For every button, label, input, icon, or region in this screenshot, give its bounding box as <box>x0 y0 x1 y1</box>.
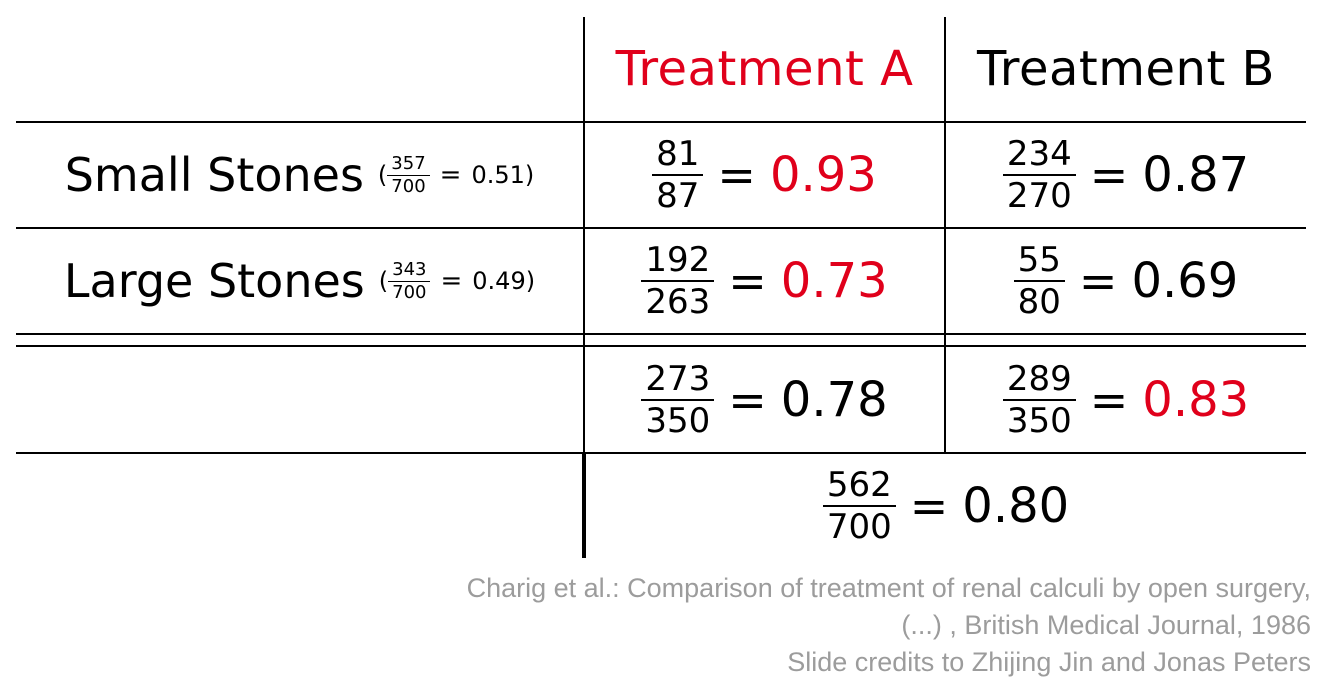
fraction-bar <box>1002 174 1076 176</box>
open-paren: ( <box>377 161 388 189</box>
row-label-text: Small Stones <box>64 148 364 202</box>
cell-large-b: 55 80 = 0.69 <box>946 229 1306 333</box>
fraction-bar <box>388 280 431 282</box>
cell-large-a: 192 263 = 0.73 <box>585 229 944 333</box>
vertical-divider-ab <box>944 17 946 454</box>
fraction-bar <box>652 174 704 176</box>
equals-sign: = <box>440 266 463 296</box>
equals-sign: = <box>728 372 767 427</box>
fraction-denominator: 700 <box>391 175 426 197</box>
cell-small-b: 234 270 = 0.87 <box>946 123 1306 227</box>
proportion-fraction: 357 700 <box>387 152 430 197</box>
equals-sign: = <box>717 148 756 202</box>
fraction-denominator: 350 <box>645 400 711 441</box>
close-paren: ) <box>524 161 535 189</box>
fraction-numerator: 55 <box>1017 240 1061 280</box>
citation-footer: Charig et al.: Comparison of treatment o… <box>467 570 1311 681</box>
open-paren: ( <box>378 267 389 295</box>
proportion-value: 0.49 <box>472 267 526 295</box>
fraction-denominator: 263 <box>645 282 711 322</box>
fraction-bar <box>1013 280 1065 282</box>
row-label-text: Large Stones <box>63 254 365 308</box>
slide-credits: Slide credits to Zhijing Jin and Jonas P… <box>787 647 1311 677</box>
cell-total-a: 273 350 = 0.78 <box>585 347 944 452</box>
equals-sign: = <box>439 160 462 190</box>
horizontal-rule-total <box>16 452 1306 454</box>
fraction-bar <box>822 505 896 507</box>
equals-sign: = <box>1089 148 1129 202</box>
fraction-numerator: 289 <box>1006 358 1072 399</box>
fraction-numerator: 234 <box>1006 134 1072 174</box>
cell-total-b: 289 350 = 0.83 <box>946 347 1306 452</box>
rate-value: 0.80 <box>962 478 1070 534</box>
proportion-expression: ( 343 700 = 0.49 ) <box>378 258 536 303</box>
fraction-numerator: 562 <box>826 465 892 505</box>
fraction-bar <box>641 398 715 401</box>
equals-sign: = <box>909 479 949 533</box>
proportion-value: 0.51 <box>471 161 525 189</box>
rate-fraction: 289 350 <box>1002 358 1076 441</box>
vertical-divider-main <box>583 17 585 454</box>
fraction-numerator: 357 <box>391 152 426 174</box>
fraction-numerator: 273 <box>645 358 711 399</box>
fraction-denominator: 80 <box>1017 282 1061 322</box>
fraction-bar <box>387 174 430 176</box>
rate-fraction: 81 87 <box>652 134 704 216</box>
rate-fraction: 273 350 <box>641 358 715 441</box>
citation-line-2: (...) , British Medical Journal, 1986 <box>901 610 1311 640</box>
cell-overall: 562 700 = 0.80 <box>586 454 1306 558</box>
horizontal-rule-large <box>16 333 1306 335</box>
fraction-denominator: 700 <box>392 281 427 303</box>
horizontal-rule-header <box>16 121 1306 123</box>
horizontal-rule-double <box>16 345 1306 347</box>
fraction-denominator: 270 <box>1006 176 1072 216</box>
header-treatment-b: Treatment B <box>977 41 1275 97</box>
fraction-numerator: 81 <box>656 134 700 174</box>
proportion-expression: ( 357 700 = 0.51 ) <box>377 152 535 197</box>
fraction-denominator: 350 <box>1006 400 1072 441</box>
fraction-numerator: 192 <box>645 240 711 280</box>
fraction-denominator: 700 <box>826 507 892 547</box>
equals-sign: = <box>1078 254 1118 308</box>
rate-fraction: 234 270 <box>1002 134 1076 216</box>
header-treatment-a: Treatment A <box>615 41 914 97</box>
fraction-denominator: 87 <box>656 176 700 216</box>
equals-sign: = <box>1089 372 1129 427</box>
rate-value: 0.78 <box>780 371 888 428</box>
fraction-bar <box>1002 398 1076 401</box>
row-label-small-stones: Small Stones ( 357 700 = 0.51 ) <box>16 123 583 227</box>
rate-value: 0.83 <box>1142 371 1250 428</box>
rate-fraction: 192 263 <box>641 240 715 322</box>
horizontal-rule-small <box>16 227 1306 229</box>
cell-small-a: 81 87 = 0.93 <box>585 123 944 227</box>
rate-value: 0.87 <box>1142 147 1250 203</box>
rate-fraction: 55 80 <box>1013 240 1065 322</box>
rate-value: 0.93 <box>769 147 877 203</box>
proportion-fraction: 343 700 <box>388 258 431 303</box>
rate-value: 0.73 <box>780 253 888 309</box>
citation-line-1: Charig et al.: Comparison of treatment o… <box>466 573 1311 603</box>
rate-fraction: 562 700 <box>822 465 896 547</box>
vertical-divider-overall <box>582 454 586 558</box>
rate-value: 0.69 <box>1131 253 1239 309</box>
close-paren: ) <box>525 267 536 295</box>
equals-sign: = <box>728 254 767 308</box>
row-label-large-stones: Large Stones ( 343 700 = 0.49 ) <box>16 229 583 333</box>
fraction-numerator: 343 <box>392 258 427 280</box>
fraction-bar <box>641 280 715 282</box>
